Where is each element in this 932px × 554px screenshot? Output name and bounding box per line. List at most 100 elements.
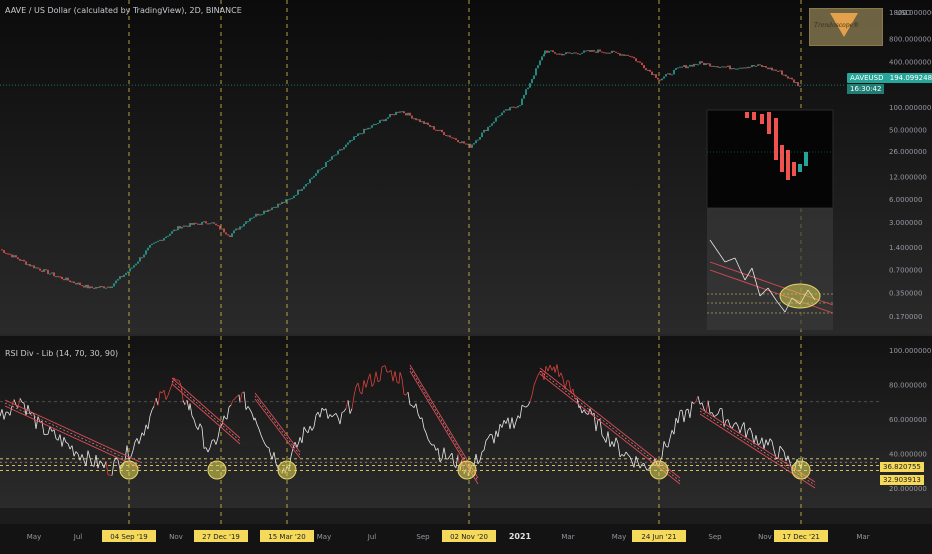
price-candle [87,285,89,288]
price-candle [795,82,797,83]
price-candle [165,237,167,238]
price-candle [307,183,309,184]
price-candle [23,260,25,262]
x-tick-label: 17 Dec '21 [782,533,820,541]
price-candle [481,133,483,138]
price-candle [243,224,245,227]
price-candle [499,115,501,116]
price-candle [485,130,487,131]
price-candle [299,190,301,191]
price-candle [552,50,554,52]
price-candle [469,144,471,148]
price-candle [711,66,713,67]
x-tick-label: Jul [73,533,83,541]
price-candle [627,55,629,56]
price-candle [757,64,759,66]
price-candle [525,89,527,95]
price-candle [473,143,475,144]
price-candle [701,61,703,63]
price-candle [31,265,33,266]
price-candle [281,202,283,204]
price-candle [595,52,597,53]
price-candle [51,272,53,273]
price-candle [287,199,289,200]
price-candle [201,222,203,225]
divergence-marker [792,461,810,479]
price-candle [541,56,543,60]
price-candle [121,276,123,277]
price-candle [567,52,569,53]
price-candle [407,113,409,116]
divergence-marker [650,461,668,479]
price-candle [265,211,267,212]
price-candle [787,76,789,78]
price-candle [85,285,87,288]
price-candle [327,161,329,162]
rsi-tick-label: 100.000000 [889,347,931,355]
price-candle [453,138,455,139]
price-candle [607,53,609,54]
price-candle [349,140,351,142]
x-tick-label: 15 Mar '20 [268,533,305,541]
price-candle [761,65,763,67]
price-candle [727,66,729,67]
price-candle [185,226,187,227]
x-tick-label: May [27,533,41,541]
price-candle [503,111,505,113]
price-candle [415,118,417,120]
price-candle [725,67,727,68]
price-candle [137,262,139,264]
price-candle [241,226,243,227]
symbol-label: AAVEUSD [850,74,884,82]
price-candle [767,68,769,69]
price-candle [611,51,613,53]
price-candle [385,119,387,121]
price-candle [325,162,327,167]
price-candle [105,288,107,289]
price-candle [429,125,431,127]
price-candle [651,72,653,75]
price-candle [655,74,657,78]
price-candle [685,65,687,68]
price-candle [381,120,383,121]
price-candle [181,227,183,229]
price-candle [379,120,381,123]
price-candle [505,109,507,110]
inset-candle [752,112,756,120]
price-candle [111,286,113,288]
price-candle [209,223,211,224]
price-candle [681,67,683,68]
price-candle [637,61,639,62]
price-candle [487,127,489,131]
price-candle [731,68,733,69]
price-candle [699,61,701,64]
price-candle [329,160,331,161]
price-candle [533,75,535,79]
price-candle [25,261,27,264]
price-candle [789,78,791,79]
price-candle [83,286,85,288]
price-candle [239,226,241,229]
price-candle [635,58,637,61]
price-candle [249,218,251,221]
price-candle [235,229,237,231]
price-candle [797,82,799,86]
price-candle [755,66,757,67]
price-tick-label: 0.170000 [889,313,922,321]
price-candle [197,224,199,225]
price-candle [697,64,699,65]
price-candle [539,60,541,65]
price-candle [449,135,451,137]
price-candle [707,63,709,64]
price-candle [245,221,247,224]
price-candle [417,119,419,120]
rsi-tick-label: 20.000000 [889,485,927,493]
price-candle [493,122,495,124]
indicator-title: RSI Div - Lib (14, 70, 30, 90) [5,349,118,358]
price-candle [29,264,31,266]
price-candle [777,71,779,72]
price-candle [577,53,579,54]
price-candle [259,214,261,215]
price-candle [75,283,77,284]
